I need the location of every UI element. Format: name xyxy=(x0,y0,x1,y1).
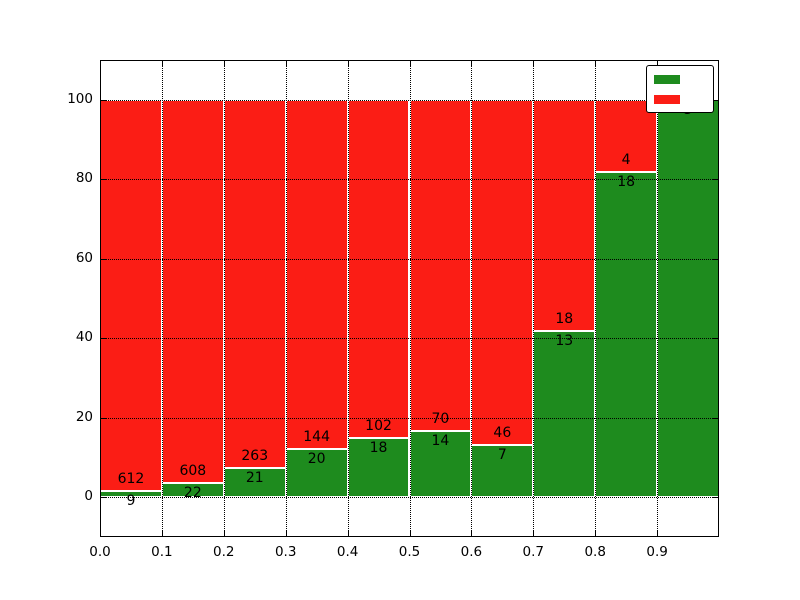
gridline-vertical xyxy=(285,60,287,537)
legend-entry-fp xyxy=(654,92,706,107)
bar-fp-segment xyxy=(347,99,410,438)
y-tick-mark-right xyxy=(713,179,719,181)
x-tick-label: 0.7 xyxy=(522,544,545,560)
tp-count-label: 13 xyxy=(555,332,574,349)
x-tick-mark xyxy=(161,531,163,537)
fp-count-label: 102 xyxy=(365,417,392,434)
gridline-vertical xyxy=(595,60,597,537)
y-tick-label: 20 xyxy=(75,408,93,425)
tp-count-label: 18 xyxy=(617,174,636,190)
x-tick-label: 0.2 xyxy=(213,544,235,560)
legend-entry-tp xyxy=(654,72,706,87)
tp-count-label: 9 xyxy=(126,493,136,510)
bar-fp-segment xyxy=(471,99,534,445)
y-tick-mark xyxy=(100,99,106,101)
y-tick-mark xyxy=(100,179,106,181)
fp-count-label: 4 xyxy=(621,152,631,168)
y-tick-mark-right xyxy=(713,497,719,499)
x-tick-mark xyxy=(409,531,411,537)
y-tick-label: 0 xyxy=(84,488,93,505)
gridline-vertical xyxy=(409,60,411,537)
x-tick-mark xyxy=(347,531,349,537)
fp-count-label: 70 xyxy=(431,410,450,427)
y-tick-mark-right xyxy=(713,258,719,260)
y-tick-mark xyxy=(100,497,106,499)
bar-fp-segment xyxy=(285,99,348,449)
bar-tp-segment xyxy=(657,99,719,498)
tp-count-label: 7 xyxy=(497,446,507,463)
y-tick-mark xyxy=(100,258,106,260)
legend xyxy=(646,65,714,113)
y-tick-mark xyxy=(100,338,106,340)
legend-swatch-fp-icon xyxy=(654,95,680,104)
x-tick-mark-top xyxy=(223,60,225,66)
tp-count-label: 18 xyxy=(369,439,388,456)
y-tick-label: 60 xyxy=(75,249,93,266)
x-tick-mark xyxy=(223,531,225,537)
fp-count-label: 46 xyxy=(493,424,512,441)
fp-count-label: 18 xyxy=(555,310,574,327)
x-tick-mark-top xyxy=(347,60,349,66)
bar-fp-segment xyxy=(161,99,224,484)
gridline-vertical xyxy=(471,60,473,537)
x-tick-mark xyxy=(533,531,535,537)
bar-fp-segment xyxy=(100,99,162,492)
tp-count-label: 20 xyxy=(307,450,326,467)
x-tick-label: 0.9 xyxy=(646,544,668,560)
x-tick-mark-top xyxy=(471,60,473,66)
y-tick-mark xyxy=(100,417,106,419)
y-tick-mark-right xyxy=(713,99,719,101)
x-tick-mark xyxy=(471,531,473,537)
y-tick-mark-right xyxy=(713,417,719,419)
x-tick-label: 0.5 xyxy=(398,544,421,560)
x-tick-mark-top xyxy=(409,60,411,66)
bar-tp-segment xyxy=(533,330,596,498)
y-tick-mark-right xyxy=(713,338,719,340)
x-tick-label: 0.1 xyxy=(151,544,173,560)
gridline-vertical xyxy=(347,60,349,537)
fp-count-label: 612 xyxy=(117,471,145,488)
x-tick-mark xyxy=(657,531,659,537)
bar-fp-segment xyxy=(223,99,286,468)
bar-fp-segment xyxy=(533,99,596,331)
x-tick-label: 0.6 xyxy=(460,544,483,560)
x-tick-mark-top xyxy=(285,60,287,66)
gridline-vertical xyxy=(161,60,163,537)
y-tick-label: 40 xyxy=(75,329,93,346)
gridline-vertical xyxy=(657,60,659,537)
x-tick-label: 0.3 xyxy=(274,544,297,560)
x-tick-mark xyxy=(100,531,101,537)
gridline-vertical xyxy=(223,60,225,537)
x-tick-mark xyxy=(595,531,597,537)
x-tick-mark-top xyxy=(161,60,163,66)
x-tick-label: 0.4 xyxy=(336,544,359,560)
x-tick-label: 0.8 xyxy=(584,544,606,560)
bar-tp-segment xyxy=(595,172,658,498)
tp-count-label: 21 xyxy=(245,469,264,486)
y-tick-label: 80 xyxy=(75,170,93,187)
y-tick-label: 100 xyxy=(67,90,93,107)
x-tick-mark-top xyxy=(533,60,535,66)
fp-count-label: 144 xyxy=(303,428,331,445)
fp-count-label: 263 xyxy=(241,447,269,464)
x-tick-mark-top xyxy=(595,60,597,66)
legend-swatch-tp-icon xyxy=(654,75,680,84)
tp-count-label: 22 xyxy=(183,485,202,502)
bar-tp-segment xyxy=(409,430,472,498)
x-tick-mark-top xyxy=(100,60,101,66)
bar-fp-segment xyxy=(409,99,472,431)
fp-count-label: 608 xyxy=(179,463,207,480)
x-tick-label: 0.0 xyxy=(89,544,111,560)
x-tick-mark xyxy=(285,531,287,537)
tp-count-label: 14 xyxy=(431,432,450,449)
x-tick-mark-top xyxy=(657,60,659,66)
gridline-vertical xyxy=(533,60,535,537)
